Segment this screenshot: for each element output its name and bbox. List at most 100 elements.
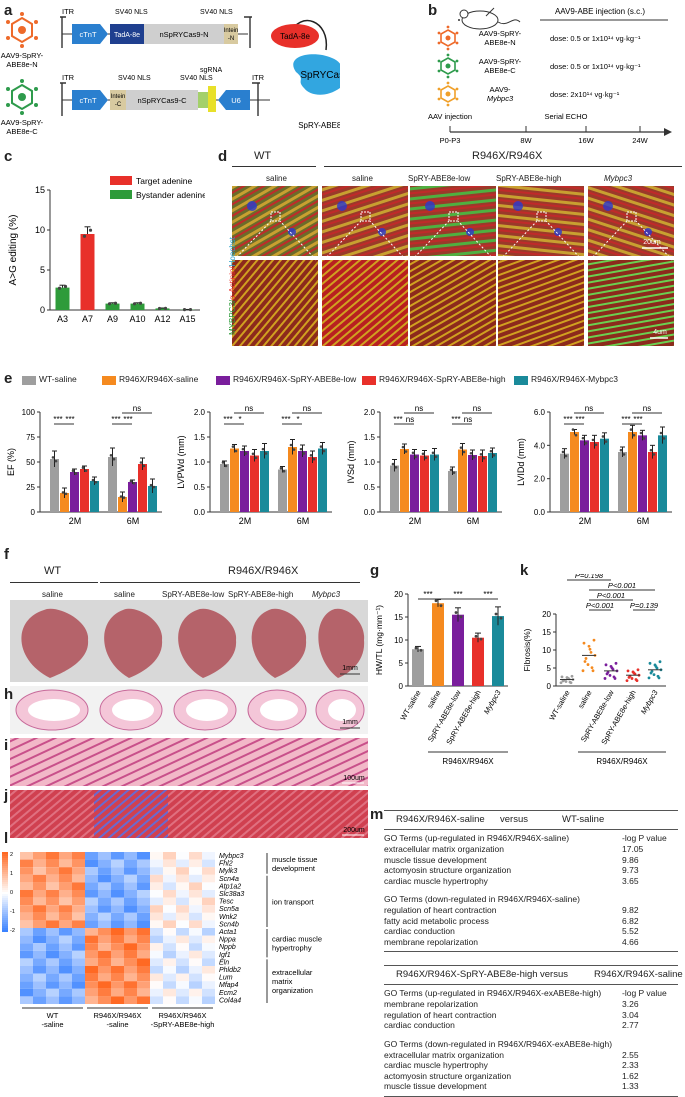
k-point <box>611 666 614 669</box>
e-xtick: 2M <box>239 516 252 526</box>
heatmap-cell <box>124 898 137 906</box>
heatmap-cell <box>33 890 46 898</box>
heatmap-cell <box>20 920 33 928</box>
heatmap-cell <box>111 890 124 898</box>
c-bar <box>106 304 120 310</box>
table-text: 9.86 <box>622 855 639 865</box>
heatmap-cell <box>72 951 85 959</box>
table-text: cardiac conduction <box>384 1020 455 1030</box>
svg-text:AAV9-SpRY-: AAV9-SpRY- <box>1 118 44 127</box>
heatmap-cell <box>59 913 72 921</box>
heatmap-cell <box>20 966 33 974</box>
heatmap-cell <box>124 989 137 997</box>
heatmap-cell <box>20 936 33 944</box>
masson-stain <box>94 790 168 838</box>
table-text: extracellular matrix organization <box>384 1050 504 1060</box>
heatmap-gene: Scn4b <box>219 921 239 928</box>
heatmap-cell <box>59 951 72 959</box>
heatmap-cell <box>176 913 189 921</box>
e-ytick: 0.0 <box>194 508 206 517</box>
e-ytick: 4.0 <box>534 441 546 450</box>
heatmap-cell <box>124 860 137 868</box>
e-ns: ns <box>643 404 651 413</box>
heatmap-cell <box>150 981 163 989</box>
heatmap-cell <box>33 913 46 921</box>
e-bar <box>560 454 569 512</box>
e-ytick: 0.0 <box>534 508 546 517</box>
b-group-dose: dose: 0.5 or 1x10¹⁴ vg·kg⁻¹ <box>550 62 641 71</box>
heatmap-cell <box>20 875 33 883</box>
g-ylabel: HW/TL (mg·mm⁻¹) <box>374 605 384 675</box>
heatmap-gene: Lum <box>219 975 233 982</box>
heatmap-cell <box>137 898 150 906</box>
heatmap-cell <box>20 860 33 868</box>
e-bar <box>618 452 627 512</box>
c-ytick: 5 <box>40 265 45 275</box>
heatmap-cell <box>150 882 163 890</box>
heatmap-cell <box>124 875 137 883</box>
heatmap-cell <box>46 898 59 906</box>
heatmap-cell <box>124 905 137 913</box>
e-bar <box>468 455 477 512</box>
g-group-label: R946X/R946X <box>442 757 494 766</box>
heatmap-cell <box>150 905 163 913</box>
e-bar <box>278 470 287 513</box>
table-text: 5.52 <box>622 926 639 936</box>
e-xtick: 2M <box>69 516 82 526</box>
heatmap-cell <box>124 981 137 989</box>
heatmap-cell <box>150 867 163 875</box>
heatmap-cell <box>163 974 176 982</box>
c-legend-swatch <box>110 176 132 185</box>
heatmap-cell <box>46 989 59 997</box>
heatmap-cell <box>137 860 150 868</box>
aav-icon <box>438 82 459 107</box>
c-xtick: A3 <box>57 314 68 324</box>
heatmap-cell <box>189 936 202 944</box>
b-group-name: ABE8e-C <box>484 66 516 75</box>
heatmap-cell <box>163 852 176 860</box>
k-point <box>584 660 587 663</box>
k-pval: P=0.198 <box>575 574 604 580</box>
heatmap-cell <box>59 966 72 974</box>
svg-text:SV40 NLS: SV40 NLS <box>180 75 213 82</box>
heatmap-cell <box>72 882 85 890</box>
heatmap-cell <box>202 989 215 997</box>
e-bar <box>250 456 259 513</box>
heatmap-gene: Ecm2 <box>219 990 237 997</box>
e-ns: ns <box>303 404 311 413</box>
e-bar <box>430 455 439 513</box>
e-xtick: 2M <box>579 516 592 526</box>
heatmap-cell <box>176 867 189 875</box>
heatmap-cell <box>137 920 150 928</box>
k-point <box>649 662 652 665</box>
heatmap-cell <box>111 860 124 868</box>
table-text: 4.66 <box>622 937 639 947</box>
heatmap-cell <box>202 958 215 966</box>
k-point <box>615 662 618 665</box>
heatmap-cell <box>33 989 46 997</box>
g-ytick: 0 <box>399 682 404 691</box>
e-sig: *** <box>575 415 584 424</box>
heatmap-scale-tick: -2 <box>10 928 15 934</box>
e-bar <box>648 452 657 512</box>
e-bar <box>458 450 467 513</box>
heatmap-cell <box>202 913 215 921</box>
heatmap-cell <box>202 920 215 928</box>
heatmap-cell <box>202 943 215 951</box>
heatmap-category: ion transport <box>272 897 315 906</box>
heatmap-cell <box>85 898 98 906</box>
heatmap-cell <box>33 905 46 913</box>
g-bar <box>432 603 444 686</box>
heatmap-cell <box>124 890 137 898</box>
heatmap-cell <box>98 882 111 890</box>
heatmap-cell <box>59 981 72 989</box>
heatmap-gene: Atp1a2 <box>218 883 241 890</box>
k-point <box>565 680 568 683</box>
table-text: 2.33 <box>622 1060 639 1070</box>
e-sig: * <box>296 415 299 424</box>
heatmap-cell <box>46 882 59 890</box>
heatmap-cell <box>72 867 85 875</box>
f-wt-label: WT <box>44 565 61 577</box>
c-ytick: 0 <box>40 305 45 315</box>
